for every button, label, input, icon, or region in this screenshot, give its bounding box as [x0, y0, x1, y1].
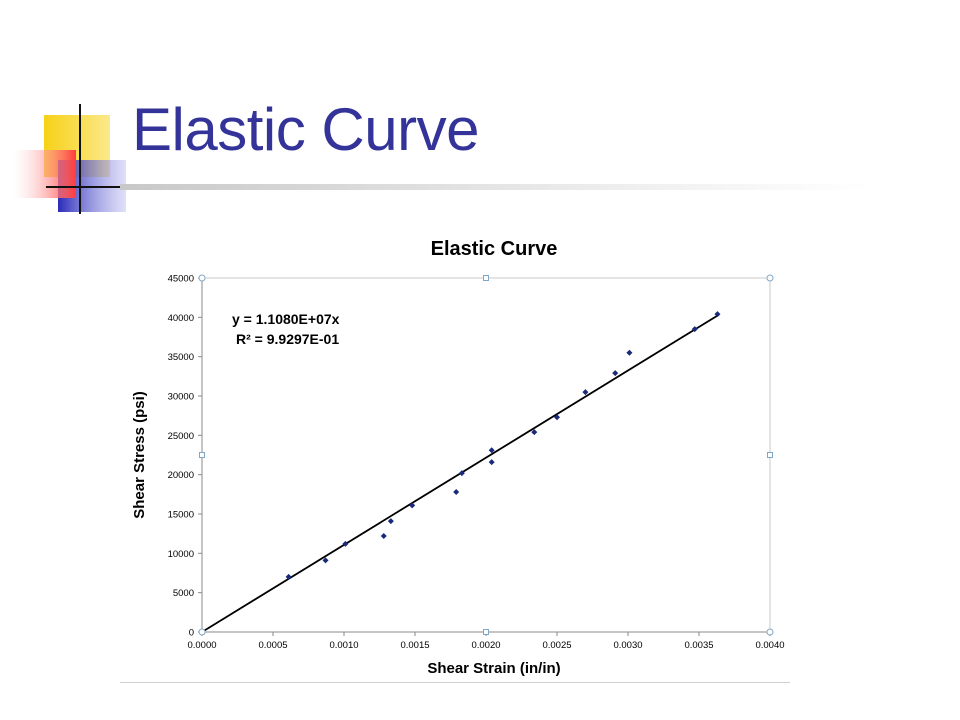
data-point [322, 557, 329, 564]
slide-title: Elastic Curve [132, 96, 479, 163]
selection-handles [198, 274, 774, 636]
y-tick-label: 15000 [168, 510, 194, 521]
title-ornament [0, 100, 130, 220]
data-point [488, 459, 495, 466]
chart-title: Elastic Curve [431, 238, 558, 260]
resize-handle[interactable] [483, 275, 489, 281]
x-tick-label: 0.0030 [613, 640, 642, 651]
x-axis: 0.0000 0.0005 0.0010 0.0015 0.0020 0.0025 0.00… [187, 631, 785, 651]
y-axis-label: Shear Stress (psi) [131, 391, 148, 519]
data-point [409, 502, 416, 509]
y-tick-label: 30000 [168, 392, 194, 403]
resize-handle[interactable] [199, 452, 205, 458]
resize-handle[interactable] [198, 628, 206, 636]
resize-handle[interactable] [766, 274, 774, 282]
chart-container: Elastic Curve 0 5000 10000 15000 20000 25000 3… [120, 222, 790, 683]
data-point [453, 488, 460, 495]
x-tick-label: 0.0025 [542, 640, 571, 651]
data-point [285, 573, 292, 580]
trendline-equation: y = 1.1080E+07x [232, 311, 340, 327]
y-tick-label: 40000 [168, 313, 194, 324]
x-tick-label: 0.0035 [684, 640, 713, 651]
y-tick-label: 10000 [168, 549, 194, 560]
y-tick-label: 0 [189, 628, 194, 639]
data-point [714, 311, 721, 318]
x-tick-label: 0.0015 [400, 640, 429, 651]
x-tick-label: 0.0005 [258, 640, 287, 651]
x-tick-label: 0.0020 [471, 640, 500, 651]
data-point [458, 470, 465, 477]
resize-handle[interactable] [198, 274, 206, 282]
scatter-chart: Elastic Curve 0 5000 10000 15000 20000 25000 3… [131, 238, 785, 677]
data-point [342, 540, 349, 547]
resize-handle[interactable] [483, 629, 489, 635]
x-axis-label: Shear Strain (in/in) [427, 660, 560, 677]
y-tick-label: 45000 [168, 274, 194, 285]
data-point [554, 414, 560, 421]
resize-handle[interactable] [766, 628, 774, 636]
data-point [612, 370, 619, 377]
data-point [582, 389, 589, 396]
y-tick-label: 25000 [168, 431, 194, 442]
data-point [488, 447, 495, 454]
y-tick-label: 35000 [168, 352, 194, 363]
data-point [531, 429, 538, 436]
trendline-r-squared: R² = 9.9297E-01 [236, 331, 339, 347]
data-points [285, 311, 721, 580]
ornament-graphic [12, 104, 130, 214]
x-tick-label: 0.0000 [187, 640, 216, 651]
y-axis: 0 5000 10000 15000 20000 25000 30000 35000 40000… [168, 274, 203, 639]
title-underline [120, 184, 870, 190]
x-tick-label: 0.0010 [329, 640, 358, 651]
resize-handle[interactable] [767, 452, 773, 458]
x-tick-label: 0.0040 [755, 640, 784, 651]
y-tick-label: 20000 [168, 470, 194, 481]
data-point [691, 326, 698, 333]
data-point [626, 349, 633, 356]
y-tick-label: 5000 [173, 588, 194, 599]
red-square [12, 150, 76, 198]
data-point [380, 533, 387, 540]
data-point [387, 518, 394, 525]
